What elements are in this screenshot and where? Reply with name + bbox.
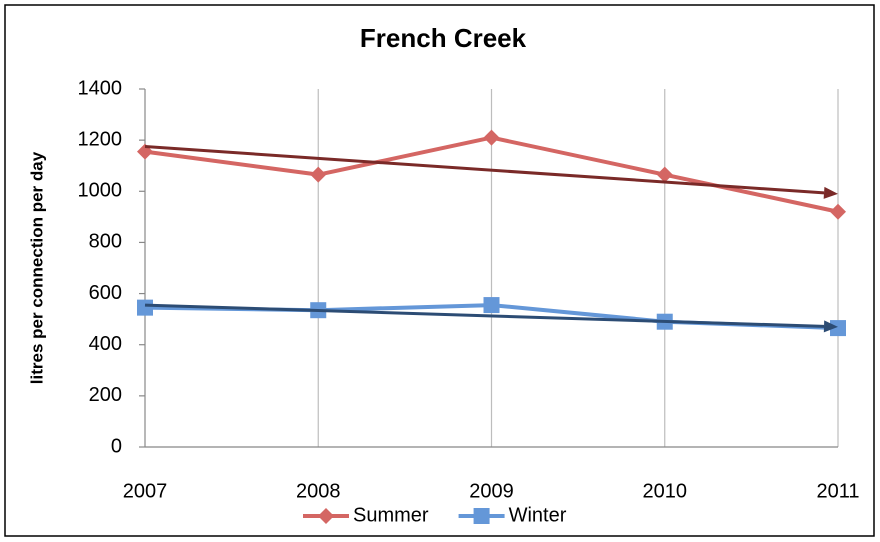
y-tick-label: 800 — [89, 231, 122, 253]
x-tick-label: 2011 — [816, 480, 859, 502]
legend-label: Winter — [509, 504, 567, 526]
trend-line — [144, 303, 825, 328]
data-point — [310, 166, 327, 183]
data-point — [137, 299, 153, 316]
trend-arrowhead — [823, 320, 838, 333]
y-tick-label: 0 — [111, 435, 122, 457]
data-point — [830, 320, 846, 337]
chart-border — [4, 4, 875, 537]
chart-title: French Creek — [360, 23, 527, 53]
y-tick-label: 1400 — [78, 77, 123, 99]
data-point — [656, 166, 673, 183]
x-tick-label: 2008 — [296, 480, 341, 502]
y-tick-label: 600 — [89, 282, 122, 304]
y-tick-label: 200 — [89, 384, 122, 406]
x-tick-label: 2010 — [643, 480, 688, 502]
data-point — [483, 297, 500, 314]
legend-label: Summer — [353, 504, 429, 526]
y-tick-label: 1200 — [78, 128, 123, 150]
y-tick-label: 1000 — [78, 180, 123, 202]
data-point — [483, 129, 500, 146]
x-tick-label: 2007 — [123, 480, 168, 502]
trend-line — [144, 145, 825, 195]
trend-arrowhead — [823, 186, 838, 199]
y-tick-label: 400 — [89, 333, 122, 355]
data-point — [830, 203, 846, 220]
x-tick-label: 2009 — [469, 480, 514, 502]
legend-marker — [473, 508, 490, 524]
legend-marker — [318, 508, 334, 524]
y-axis-label: litres per connection per day — [27, 151, 46, 384]
